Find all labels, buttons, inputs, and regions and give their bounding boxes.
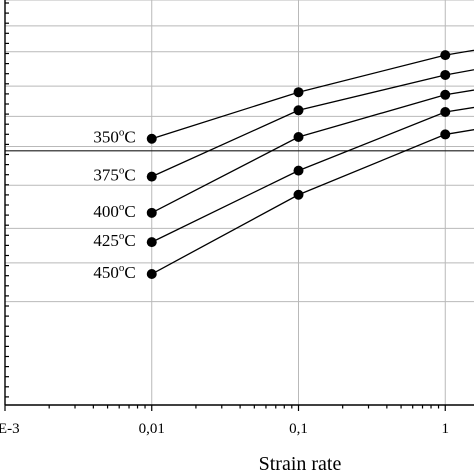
data-point [440,89,451,100]
grid [5,0,474,405]
data-point [293,189,304,200]
data-point [440,69,451,80]
data-point [146,237,157,248]
data-point [293,87,304,98]
data-point [293,132,304,143]
series-labels: 350oC 375oC 400oC 425oC 450oC [93,127,135,282]
series-group [146,49,474,280]
series-line [151,106,474,243]
series-label: 425oC [93,230,135,250]
series-line [151,69,474,178]
data-point [146,207,157,218]
series [146,129,474,280]
data-point [146,269,157,280]
x-axis-title: Strain rate [259,453,342,474]
data-point [146,171,157,182]
series-label: 450oC [93,262,135,282]
data-point [293,105,304,116]
data-point [440,129,451,140]
series-label: 375oC [93,165,135,185]
series-line [151,49,474,140]
series [146,106,474,248]
series-label: 400oC [93,201,135,221]
series-label: 350oC [93,127,135,147]
series [146,49,474,144]
data-point [440,50,451,61]
x-tick-label: 1E-3 [0,421,20,437]
x-tick-label: 1 [442,421,450,437]
data-point [146,133,157,144]
x-tick-label: 0,01 [139,421,165,437]
series-line [151,129,474,275]
series [146,69,474,182]
series-line [151,89,474,214]
data-point [440,107,451,118]
data-point [293,165,304,176]
series [146,89,474,218]
x-tick-label: 0,1 [289,421,308,437]
axes: 1E-30,010,1110 [0,0,474,437]
